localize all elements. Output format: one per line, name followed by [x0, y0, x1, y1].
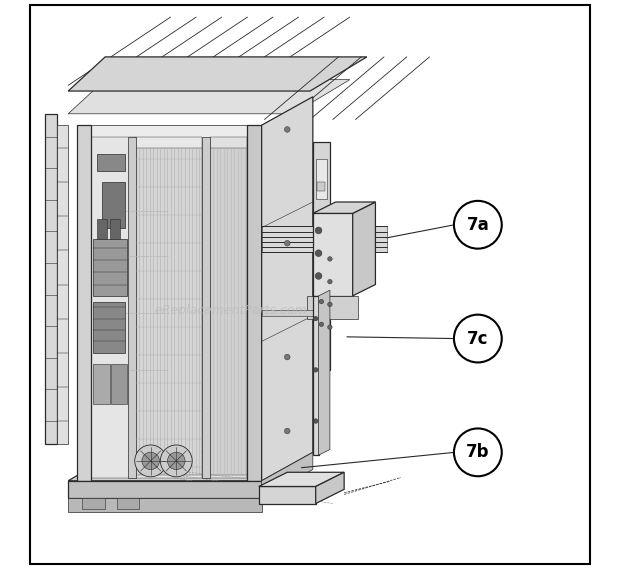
Polygon shape [68, 452, 310, 481]
Polygon shape [313, 213, 353, 296]
Polygon shape [92, 239, 126, 296]
Polygon shape [97, 154, 125, 171]
Circle shape [285, 240, 290, 246]
Text: 7b: 7b [466, 443, 490, 461]
Polygon shape [57, 125, 68, 444]
Circle shape [285, 428, 290, 434]
Text: 7c: 7c [467, 329, 489, 348]
Polygon shape [262, 97, 313, 481]
Polygon shape [316, 159, 327, 199]
Circle shape [454, 428, 502, 476]
Polygon shape [110, 219, 120, 239]
Polygon shape [68, 498, 262, 512]
Polygon shape [102, 182, 125, 228]
Polygon shape [136, 137, 202, 478]
Polygon shape [92, 302, 125, 353]
Circle shape [135, 445, 167, 477]
Polygon shape [247, 125, 262, 481]
Circle shape [142, 452, 159, 469]
Polygon shape [136, 148, 202, 475]
Circle shape [314, 419, 318, 423]
Circle shape [167, 452, 185, 469]
Circle shape [327, 325, 332, 329]
Circle shape [319, 322, 324, 327]
Circle shape [319, 299, 324, 304]
Polygon shape [92, 364, 110, 404]
Circle shape [454, 315, 502, 362]
Circle shape [314, 316, 318, 321]
Polygon shape [91, 125, 247, 481]
Text: 7a: 7a [466, 216, 489, 234]
Circle shape [315, 227, 322, 234]
Circle shape [327, 302, 332, 307]
Circle shape [314, 368, 318, 372]
Polygon shape [97, 219, 107, 239]
Polygon shape [313, 202, 376, 213]
Polygon shape [353, 202, 376, 296]
Circle shape [454, 201, 502, 249]
Polygon shape [77, 125, 91, 481]
Circle shape [315, 250, 322, 257]
Polygon shape [307, 296, 358, 319]
Polygon shape [210, 148, 247, 475]
Circle shape [285, 354, 290, 360]
Polygon shape [68, 57, 367, 91]
Polygon shape [316, 472, 344, 504]
Polygon shape [262, 226, 387, 252]
Polygon shape [82, 498, 105, 509]
Text: eReplacementParts.com: eReplacementParts.com [154, 304, 307, 316]
Circle shape [161, 445, 192, 477]
Polygon shape [117, 498, 140, 509]
Polygon shape [68, 481, 262, 498]
Polygon shape [262, 452, 313, 498]
Polygon shape [313, 142, 330, 370]
Circle shape [285, 127, 290, 133]
Circle shape [327, 257, 332, 261]
Polygon shape [210, 137, 247, 478]
Circle shape [327, 279, 332, 284]
Polygon shape [319, 290, 330, 455]
Polygon shape [111, 364, 126, 404]
Polygon shape [91, 137, 136, 478]
Polygon shape [259, 472, 344, 486]
Polygon shape [68, 80, 350, 114]
Circle shape [315, 273, 322, 279]
Polygon shape [128, 137, 136, 478]
Polygon shape [317, 182, 326, 191]
Polygon shape [259, 486, 316, 504]
Polygon shape [313, 296, 319, 455]
Polygon shape [262, 310, 313, 316]
Polygon shape [45, 114, 57, 444]
Polygon shape [202, 137, 210, 478]
